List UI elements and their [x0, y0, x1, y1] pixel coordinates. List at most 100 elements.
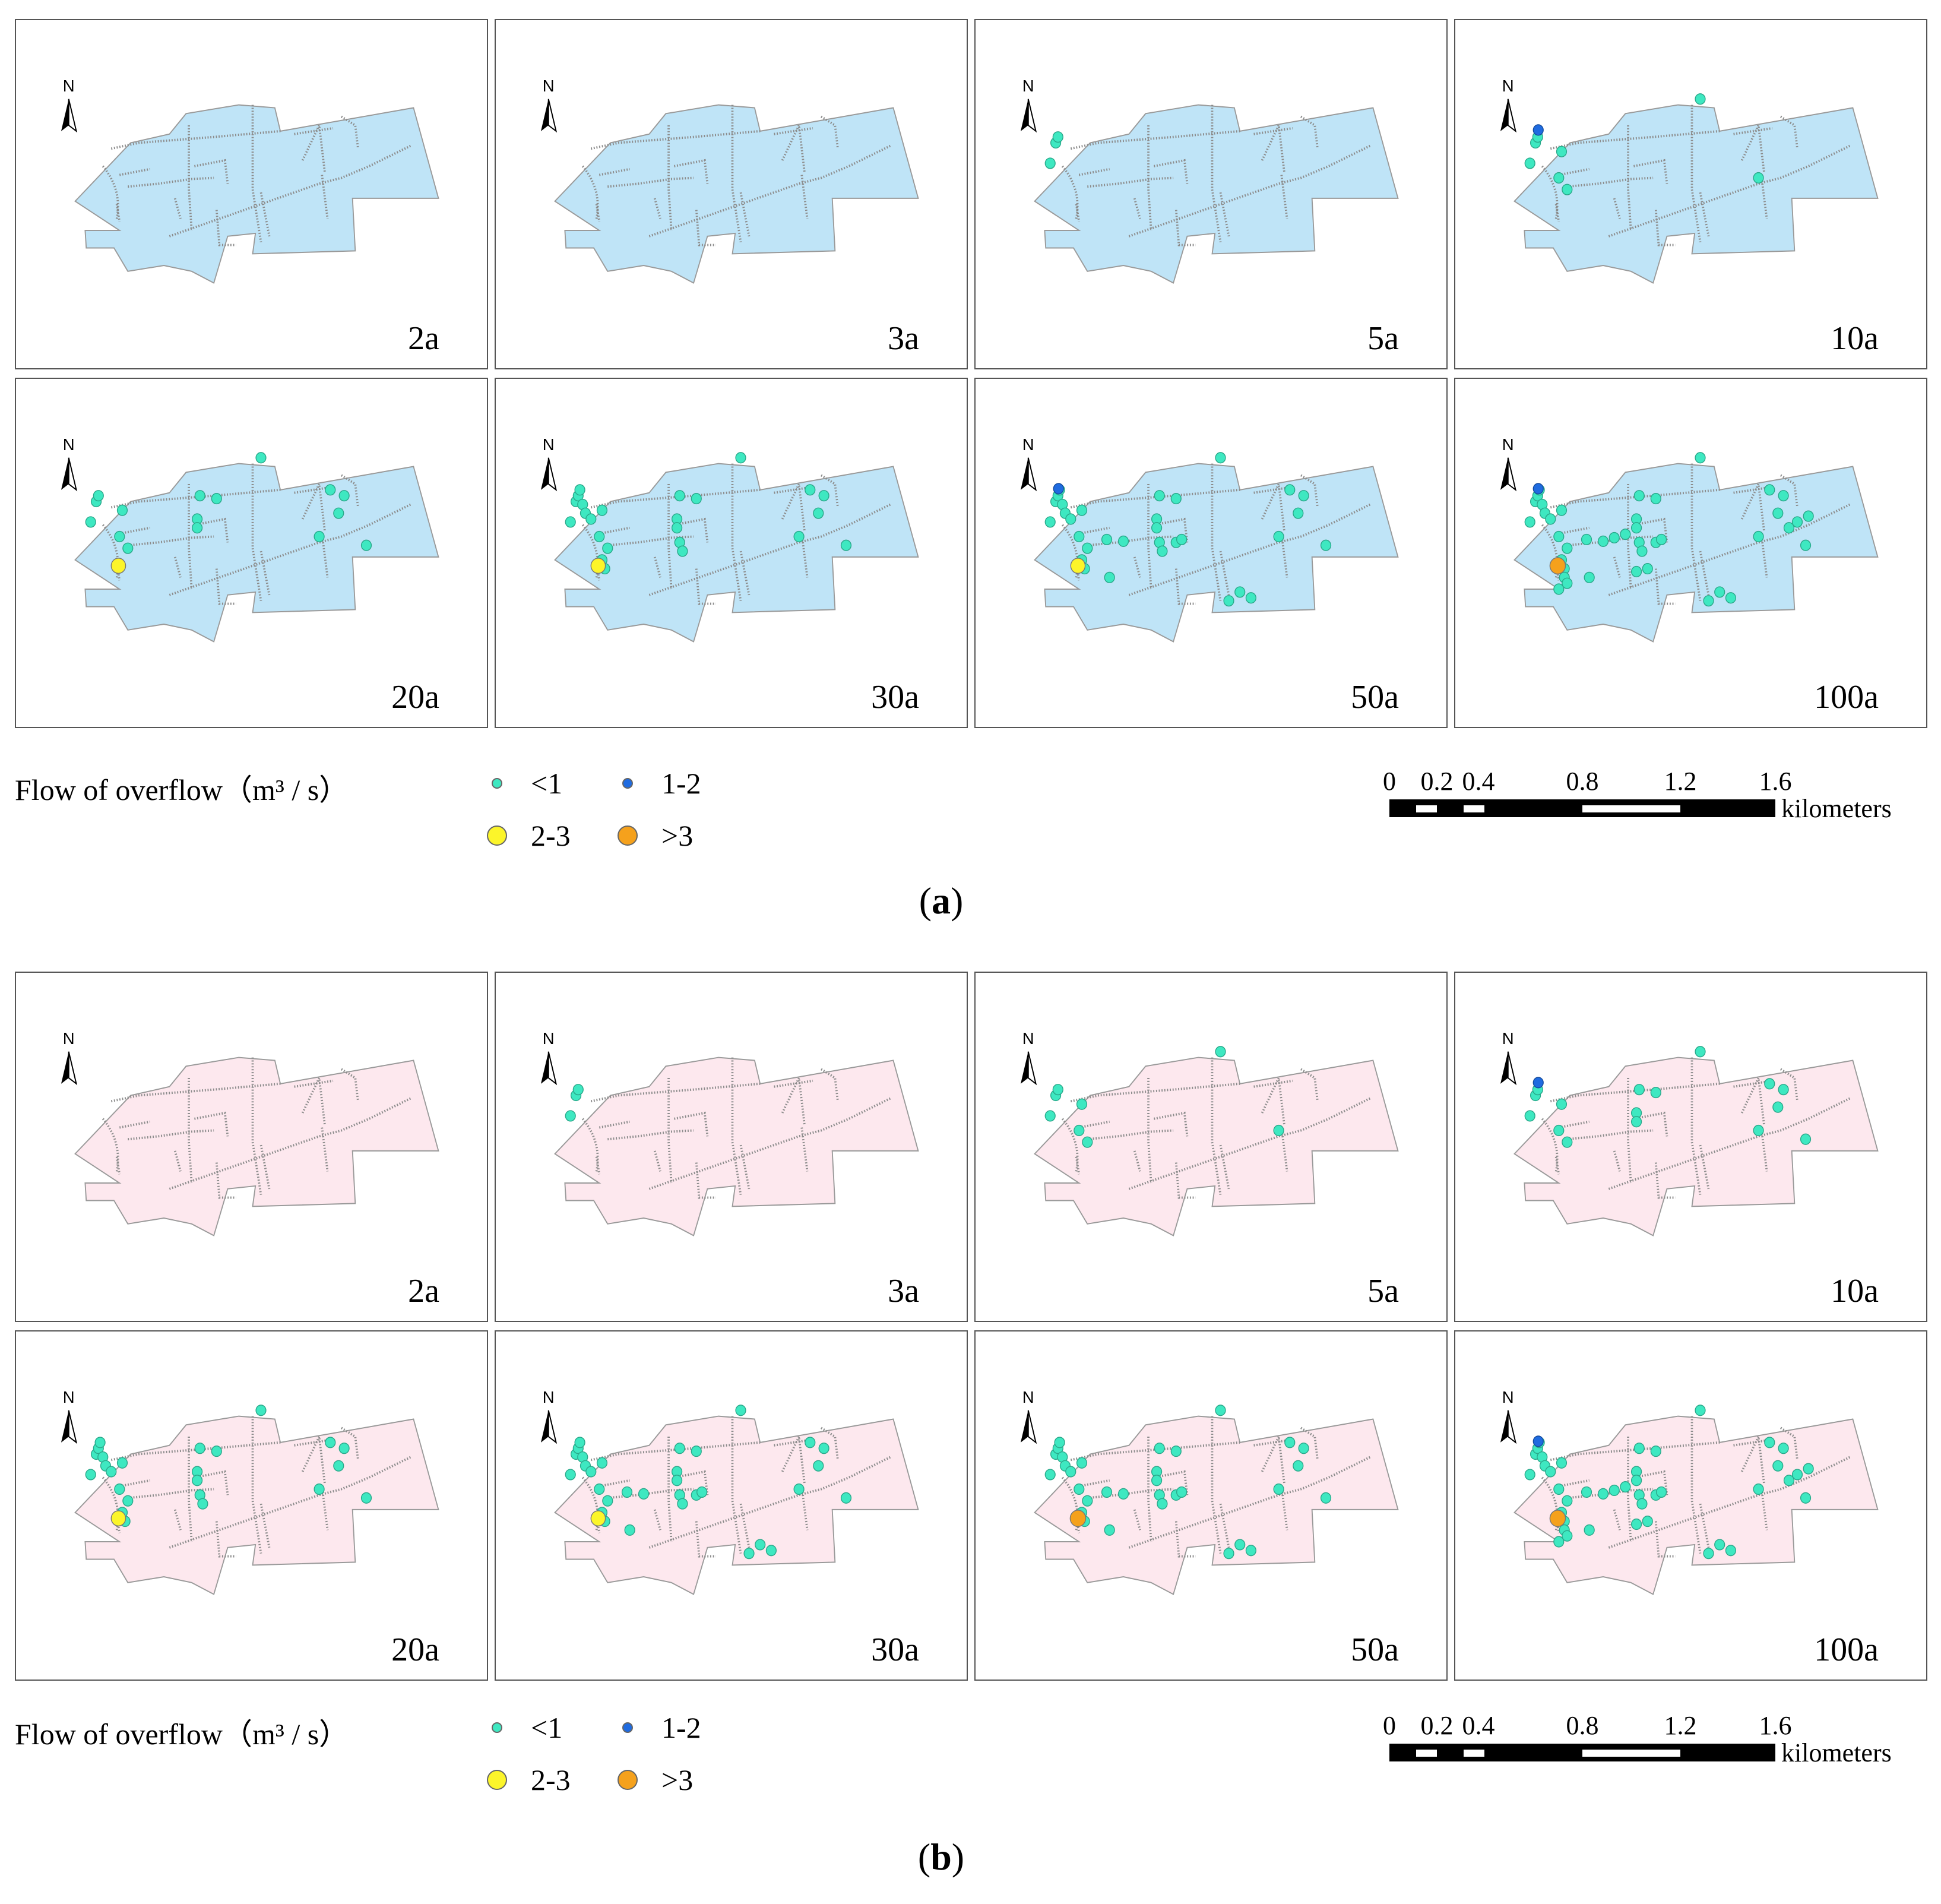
legend-item: <1 [487, 766, 562, 801]
legend-label: 1-2 [661, 1711, 701, 1744]
map-panel: N 50a [974, 378, 1448, 728]
legend-dot-icon [618, 1770, 638, 1790]
overflow-node-lt1 [1630, 1475, 1642, 1486]
study-area [1513, 104, 1879, 284]
overflow-node-lt1 [1800, 1492, 1812, 1504]
overflow-node-lt1 [565, 1469, 576, 1481]
scale-unit: kilometers [1781, 1738, 1892, 1767]
overflow-node-lt1 [122, 542, 134, 554]
scale-tick: 0.2 [1420, 767, 1454, 796]
overflow-node-lt1 [805, 484, 816, 496]
map-panel: N 20a [15, 378, 488, 728]
overflow-node-lt1 [1703, 1548, 1714, 1560]
legend-dot-icon [622, 1722, 633, 1733]
return-period-label: 10a [1831, 1273, 1879, 1310]
overflow-node-lt1 [1630, 522, 1642, 534]
map-canvas: N [61, 1388, 439, 1595]
overflow-node-lt1 [94, 1437, 106, 1448]
overflow-node-lt1 [1044, 157, 1056, 169]
overflow-node-lt1 [1695, 1046, 1706, 1058]
pipe-network [102, 463, 411, 605]
overflow-node-lt1 [1076, 504, 1088, 516]
overflow-node-lt1 [1553, 1483, 1565, 1495]
overflow-node-lt1 [1320, 1492, 1332, 1504]
overflow-node-lt1 [1273, 1483, 1284, 1495]
study-area [74, 104, 439, 284]
overflow-node-1-2 [1053, 483, 1064, 495]
overflow-node-lt1 [671, 522, 683, 534]
overflow-node-lt1 [1753, 172, 1764, 184]
north-label: N [63, 435, 75, 454]
overflow-node-lt1 [1215, 452, 1226, 464]
north-label: N [1022, 1388, 1034, 1406]
scale-bar: 0 0.2 0.4 0.8 1.2 1.6 kilometers [1383, 1710, 1924, 1770]
overflow-node-lt1 [1215, 1046, 1226, 1058]
overflow-node-lt1 [565, 1110, 576, 1122]
map-canvas: N [540, 1029, 919, 1236]
overflow-node-2-3 [110, 558, 126, 574]
pipe-network [1061, 1057, 1371, 1199]
overflow-node-lt1 [1154, 490, 1165, 502]
overflow-node-lt1 [1778, 490, 1789, 502]
overflow-node-lt1 [1556, 1457, 1568, 1469]
overflow-node-lt1 [743, 1548, 755, 1560]
overflow-node-lt1 [1791, 516, 1803, 528]
overflow-node-lt1 [677, 545, 688, 557]
overflow-node-lt1 [805, 1437, 816, 1448]
overflow-node-lt1 [1117, 1488, 1129, 1500]
overflow-node-lt1 [624, 1524, 635, 1536]
map-canvas: N [61, 1029, 439, 1236]
overflow-node-lt1 [1581, 1486, 1592, 1498]
study-area [74, 1415, 439, 1595]
pipe-network [102, 1416, 411, 1558]
return-period-label: 30a [871, 1631, 919, 1668]
overflow-node-lt1 [1562, 1530, 1573, 1542]
scale-tick: 1.6 [1759, 767, 1792, 796]
overflow-node-lt1 [1642, 562, 1653, 575]
scale-tick: 0.8 [1566, 1711, 1599, 1740]
map-panel: N 5a [974, 19, 1448, 369]
overflow-node-lt1 [1065, 1466, 1076, 1478]
overflow-node-lt1 [1170, 492, 1182, 505]
overflow-node-lt1 [813, 1460, 824, 1472]
overflow-node-lt1 [813, 507, 824, 519]
legend-label: 2-3 [531, 1763, 571, 1797]
return-period-label: 50a [1351, 679, 1399, 716]
map-panel: N 20a [15, 1330, 488, 1681]
north-arrow-icon: N [1500, 435, 1517, 492]
overflow-node-lt1 [211, 492, 222, 505]
overflow-node-1-2 [1532, 483, 1544, 495]
overflow-node-lt1 [1778, 1084, 1789, 1096]
overflow-node-lt1 [1293, 507, 1304, 519]
legend-title: Flow of overflow（m³ / s） [15, 773, 349, 806]
scale-tick: 0.8 [1566, 767, 1599, 796]
overflow-node-lt1 [1772, 1460, 1784, 1472]
scale-bar-segment [1416, 805, 1437, 812]
legend-item: 1-2 [618, 766, 701, 801]
pipe-network [581, 1416, 891, 1558]
overflow-node-2-3 [110, 1510, 126, 1527]
north-label: N [543, 435, 555, 454]
study-area [554, 1057, 919, 1236]
north-arrow-icon: N [1020, 77, 1037, 133]
scale-bar-segment [1416, 1750, 1437, 1757]
legend-item: <1 [487, 1710, 562, 1745]
overflow-node-lt1 [1273, 1124, 1284, 1137]
overflow-node-lt1 [840, 539, 852, 551]
map-canvas: N [1500, 1388, 1879, 1595]
overflow-node-lt1 [696, 1486, 708, 1498]
map-panel: N 30a [495, 1330, 968, 1681]
overflow-node-lt1 [1553, 1124, 1565, 1137]
overflow-node-lt1 [602, 542, 613, 554]
overflow-node-lt1 [691, 1445, 702, 1457]
overflow-node-lt1 [574, 1437, 585, 1448]
overflow-node-lt1 [1633, 490, 1645, 502]
north-label: N [543, 1388, 555, 1406]
legend-item: 2-3 [487, 818, 571, 853]
north-label: N [1022, 77, 1034, 95]
overflow-node-lt1 [765, 1545, 777, 1557]
overflow-node-1-2 [1532, 124, 1544, 136]
map-panel: N 100a [1454, 378, 1927, 728]
overflow-node-lt1 [1076, 1457, 1088, 1469]
north-arrow-icon: N [1500, 1388, 1517, 1444]
